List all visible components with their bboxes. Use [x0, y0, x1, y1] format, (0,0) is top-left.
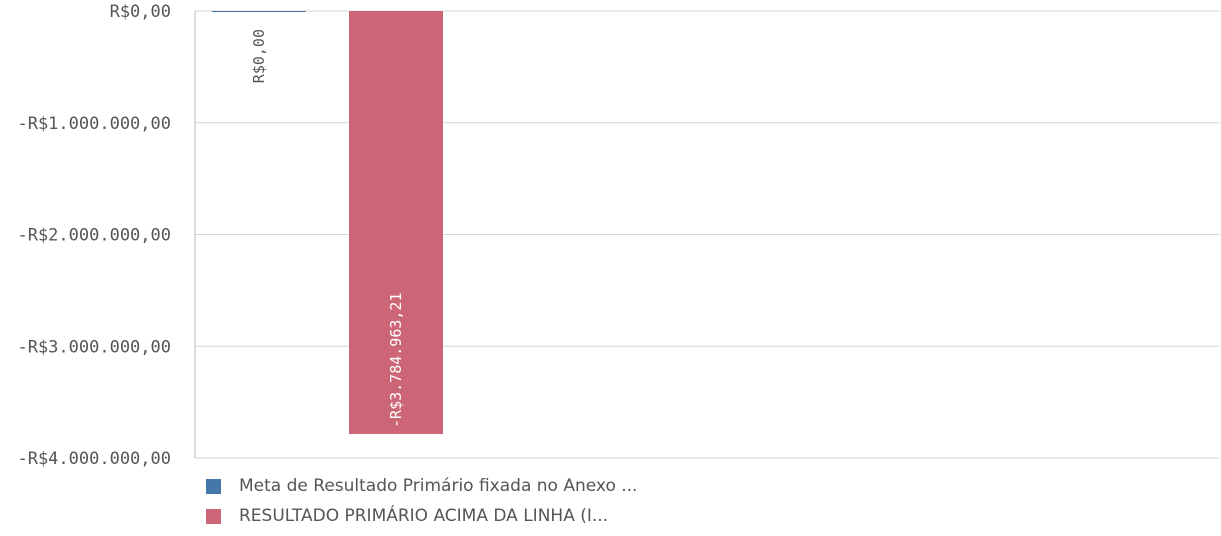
bar-chart: R$0,00 -R$1.000.000,00 -R$2.000.000,00 -R$3… — [17, 2, 1220, 469]
legend-item-resultado[interactable]: RESULTADO PRIMÁRIO ACIMA DA LINHA (I... — [206, 506, 637, 526]
legend-label-meta: Meta de Resultado Primário fixada no Ane… — [239, 476, 638, 496]
legend: Meta de Resultado Primário fixada no Ane… — [206, 476, 637, 536]
y-tick-label: R$0,00 — [110, 2, 171, 22]
legend-swatch-meta — [206, 478, 221, 494]
bar-resultado[interactable] — [349, 11, 443, 434]
data-label: R$0,00 — [250, 29, 268, 83]
data-label: -R$3.784.963,21 — [387, 293, 405, 428]
legend-label-resultado: RESULTADO PRIMÁRIO ACIMA DA LINHA (I... — [239, 506, 609, 526]
gridlines — [195, 10, 1220, 459]
legend-swatch-resultado — [206, 508, 221, 524]
bars — [212, 11, 443, 434]
y-axis-tick-labels: R$0,00 -R$1.000.000,00 -R$2.000.000,00 -R$3… — [17, 2, 171, 469]
legend-item-meta[interactable]: Meta de Resultado Primário fixada no Ane… — [206, 476, 637, 496]
data-labels: R$0,00 -R$3.784.963,21 — [250, 29, 405, 428]
y-tick-label: -R$2.000.000,00 — [17, 226, 171, 246]
bar-meta[interactable] — [212, 11, 306, 12]
y-tick-label: -R$3.000.000,00 — [17, 337, 171, 357]
y-tick-label: -R$4.000.000,00 — [17, 449, 171, 469]
y-tick-label: -R$1.000.000,00 — [17, 114, 171, 134]
